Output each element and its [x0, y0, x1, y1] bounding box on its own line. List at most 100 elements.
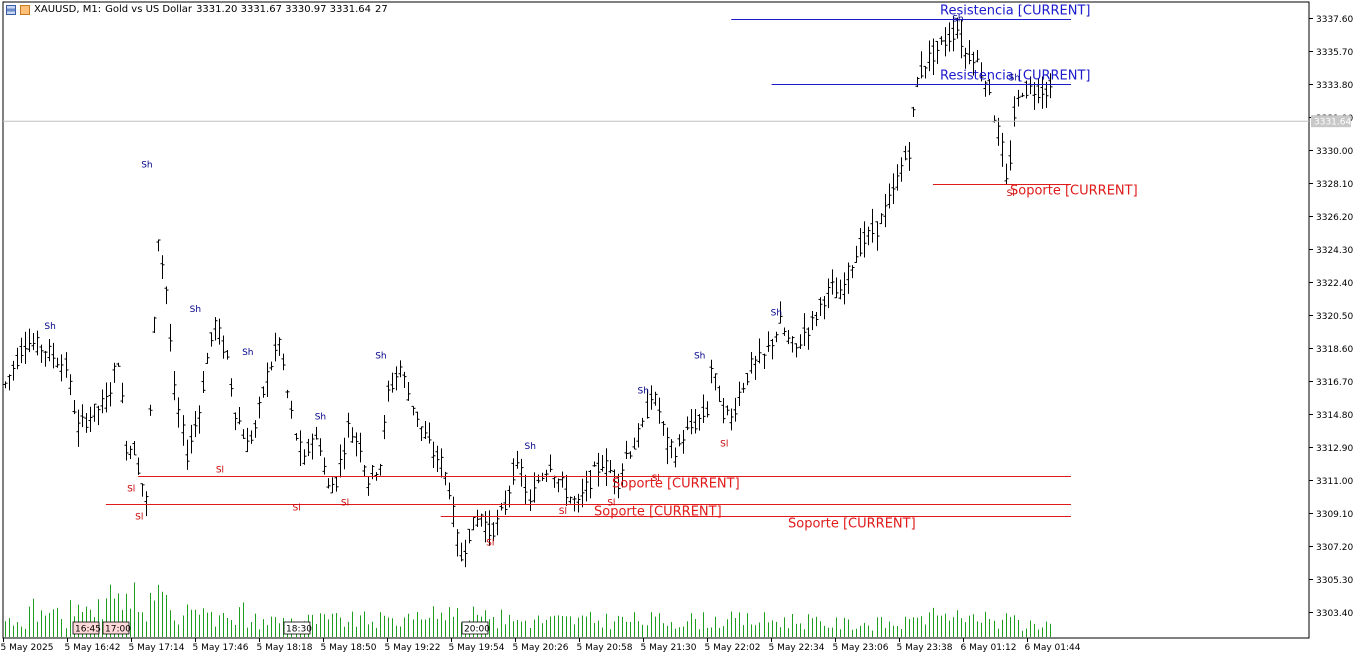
y-tick-label: 3324.30 — [1316, 246, 1353, 256]
y-tick-label: 3316.70 — [1316, 378, 1353, 388]
price-bar — [1044, 81, 1049, 108]
price-bar — [1040, 76, 1045, 109]
price-bar — [576, 493, 581, 513]
x-axis: 5 May 2025 5 May 16:42 5 May 17:14 5 May 17… — [1, 621, 1081, 653]
price-bar — [600, 454, 605, 472]
x-tick-label: 5 May 23:06 — [833, 643, 889, 653]
price-bar — [386, 380, 391, 402]
y-tick-label: 3322.40 — [1316, 279, 1353, 289]
price-bar — [677, 434, 682, 447]
swing-high-marker: Sh — [771, 308, 782, 318]
price-bar — [782, 327, 787, 336]
price-bar — [657, 397, 662, 424]
x-tick-label: 6 May 01:44 — [1025, 643, 1081, 653]
price-bar — [338, 444, 343, 478]
swing-low-marker: Sl — [127, 485, 135, 495]
price-bar — [447, 482, 452, 500]
price-bar — [277, 337, 282, 356]
price-bar — [947, 22, 952, 52]
price-bar — [265, 362, 270, 398]
price-bar — [604, 448, 609, 486]
price-bar — [774, 331, 779, 343]
swing-low-marker: Sl — [652, 474, 660, 484]
price-bar — [1036, 78, 1041, 104]
price-bar — [306, 438, 311, 456]
y-tick-label: 3314.80 — [1316, 411, 1353, 421]
price-bar — [552, 475, 557, 488]
price-bar — [398, 360, 403, 378]
chart-header: XAUUSD, M1: Gold vs US Dollar 3331.20 33… — [6, 4, 388, 15]
price-bar — [507, 485, 512, 508]
price-bar — [640, 417, 645, 428]
x-tick-label: 5 May 16:42 — [65, 643, 121, 653]
price-bar — [289, 400, 294, 419]
price-bar — [326, 478, 331, 489]
price-bar — [298, 430, 303, 467]
price-bar — [346, 412, 351, 438]
price-bar — [757, 338, 762, 364]
price-bar — [689, 409, 694, 435]
price-bar — [176, 397, 181, 428]
price-bar — [491, 522, 496, 542]
price-bar — [612, 469, 617, 495]
x-tick-label: 5 May 23:38 — [897, 643, 953, 653]
price-bar — [762, 353, 767, 370]
price-bar — [560, 471, 565, 488]
price-bar — [382, 415, 387, 440]
price-bar — [713, 373, 718, 391]
price-bar — [810, 311, 815, 331]
price-bar — [532, 472, 537, 503]
swing-high-marker: Sh — [190, 305, 201, 315]
price-bar — [318, 438, 323, 456]
support-level-label: Soporte [CURRENT] — [612, 477, 740, 492]
price-bar — [927, 40, 932, 72]
price-bar — [334, 476, 339, 492]
price-bar — [923, 65, 928, 79]
price-bar — [330, 477, 335, 494]
price-bar — [721, 397, 726, 424]
price-bar — [475, 509, 480, 528]
price-bars — [3, 16, 1053, 568]
price-bar — [733, 397, 738, 422]
price-bar — [402, 371, 407, 388]
y-tick-label: 3312.90 — [1316, 444, 1353, 454]
price-bar — [233, 412, 238, 431]
price-bar — [588, 470, 593, 499]
ohlc-values: 3331.20 3331.67 3330.97 3331.64 — [196, 4, 372, 15]
current-price-badge: 3331.64 — [1311, 115, 1351, 128]
swing-high-marker: Sh — [952, 15, 963, 25]
price-bar — [451, 496, 456, 528]
price-bar — [632, 437, 637, 450]
price-bar — [3, 381, 8, 389]
price-bar — [55, 357, 60, 368]
price-bar — [943, 27, 948, 57]
price-bar — [27, 328, 32, 353]
chart-window-icon[interactable] — [6, 4, 16, 15]
price-bar — [495, 509, 500, 536]
chart-type-icon[interactable] — [20, 4, 30, 15]
price-bar — [261, 386, 266, 398]
time-marker: 18:30 — [283, 621, 312, 635]
price-bar — [7, 374, 12, 391]
price-bar — [1048, 73, 1053, 99]
price-bar — [548, 454, 553, 473]
price-bar — [164, 286, 169, 305]
price-bar — [786, 330, 791, 345]
price-bar — [124, 440, 129, 461]
price-bar — [148, 404, 153, 416]
price-bar — [879, 213, 884, 225]
price-bar — [15, 347, 20, 370]
price-bar — [285, 389, 290, 399]
swing-low-marker: Sl — [341, 499, 349, 509]
price-bar — [96, 405, 101, 426]
resistance-level-label: Resistencia [CURRENT] — [940, 4, 1090, 19]
price-bar — [967, 40, 972, 65]
price-bar — [156, 239, 161, 252]
price-bar — [245, 427, 250, 453]
y-tick-label: 3320.50 — [1316, 312, 1353, 322]
price-bar — [229, 378, 234, 397]
price-bar — [463, 539, 468, 568]
price-bar — [996, 117, 1001, 146]
